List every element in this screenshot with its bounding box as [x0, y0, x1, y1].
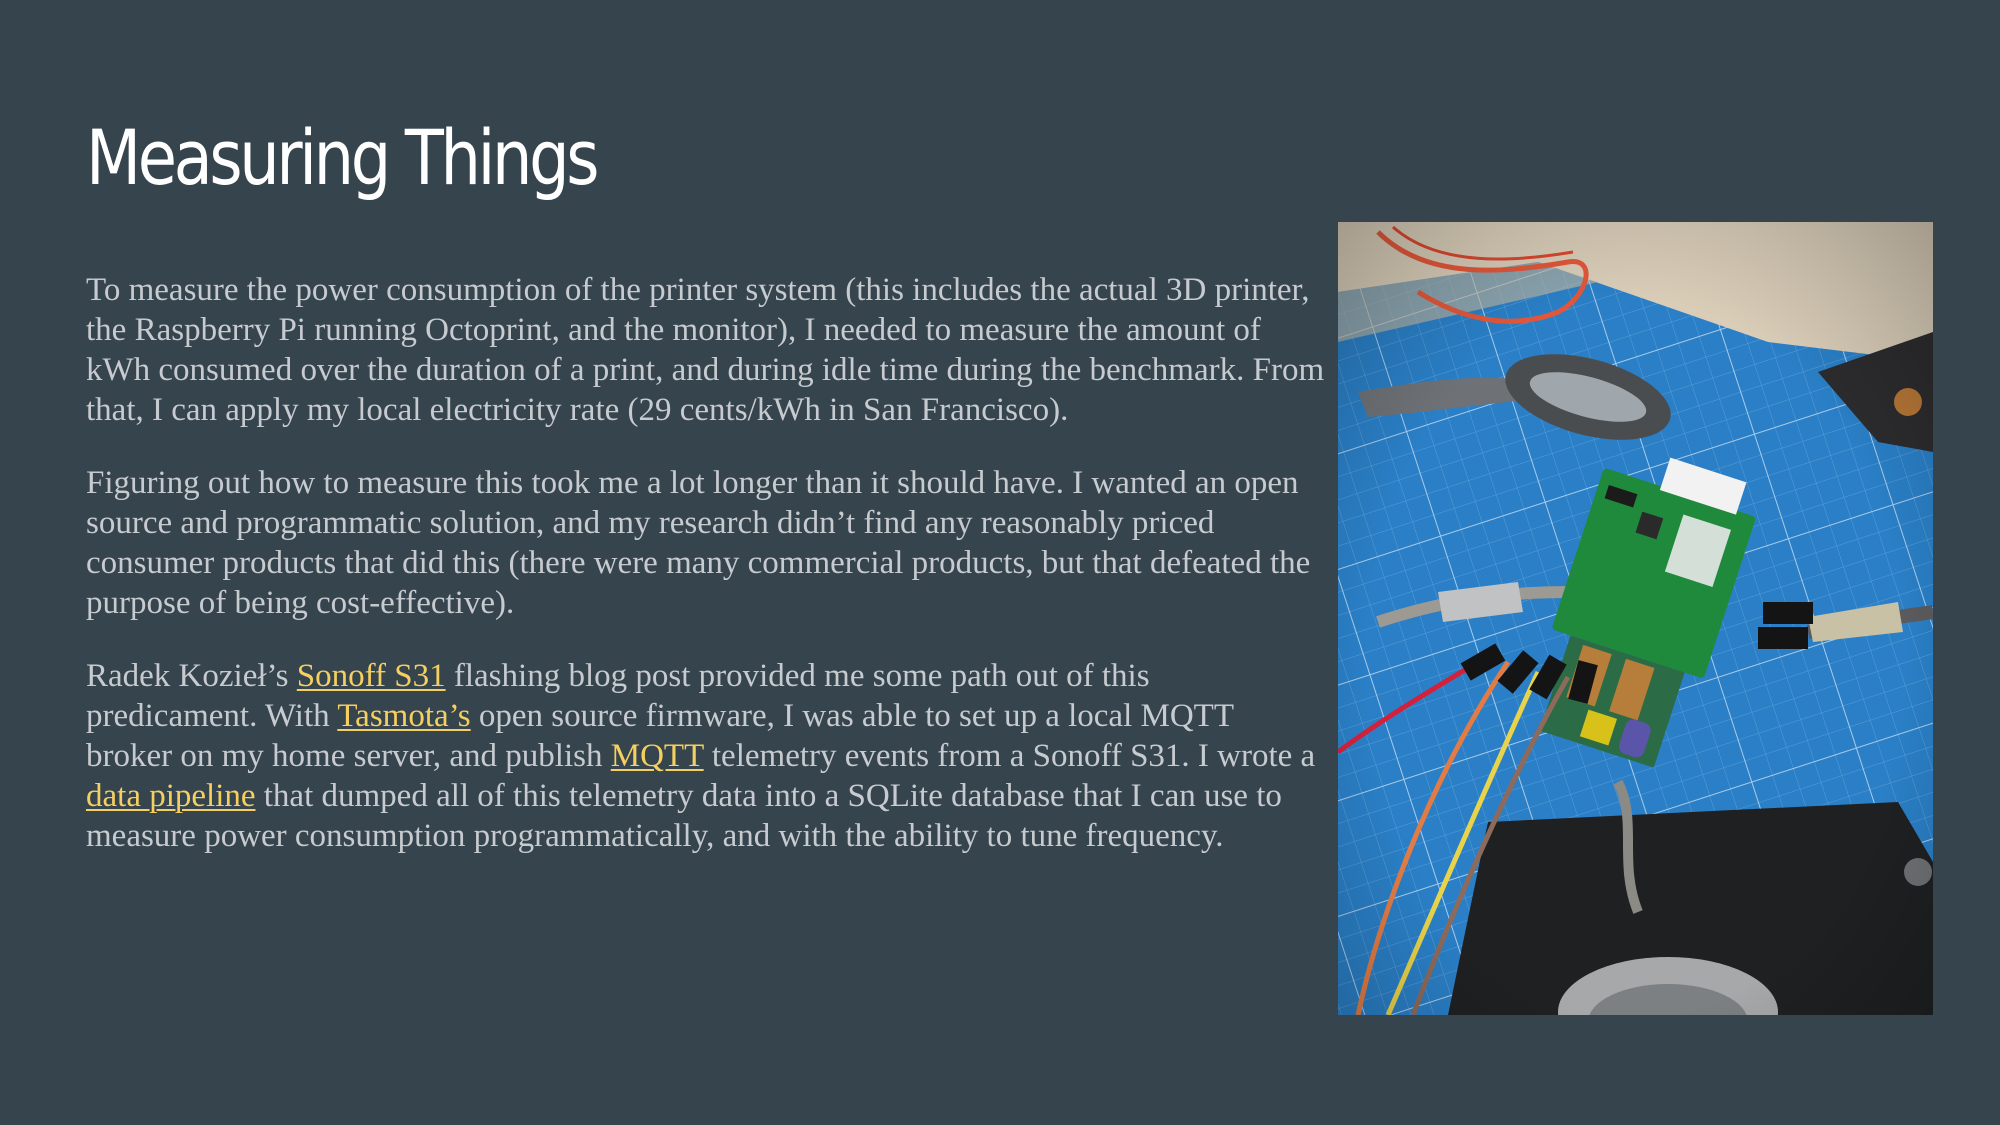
paragraph-3-text-1: Radek Kozieł’s	[86, 658, 297, 694]
paragraph-1: To measure the power consumption of the …	[86, 272, 1325, 428]
paragraph-3-text-5: that dumped all of this telemetry data i…	[86, 778, 1282, 854]
tasmota-link[interactable]: Tasmota’s	[337, 698, 471, 734]
sonoff-s31-photo	[1338, 222, 1933, 1015]
paragraph-2: Figuring out how to measure this took me…	[86, 465, 1311, 621]
paragraph-3-text-2: flashing blog post provided me some path…	[86, 658, 1150, 734]
paragraph-3-text-4: telemetry events from a Sonoff S31. I wr…	[703, 738, 1316, 774]
mqtt-link[interactable]: MQTT	[610, 738, 704, 774]
slide-title: Measuring Things	[86, 113, 600, 202]
data-pipeline-link[interactable]: data pipeline	[86, 778, 256, 814]
paragraph-3: Radek Kozieł’s Sonoff S31 flashing blog …	[86, 656, 1326, 856]
slide-body: To measure the power consumption of the …	[86, 270, 1326, 889]
sonoff-s31-link[interactable]: Sonoff S31	[296, 658, 446, 694]
paragraph-3-text-3: open source firmware, I was able to set …	[86, 698, 1234, 774]
